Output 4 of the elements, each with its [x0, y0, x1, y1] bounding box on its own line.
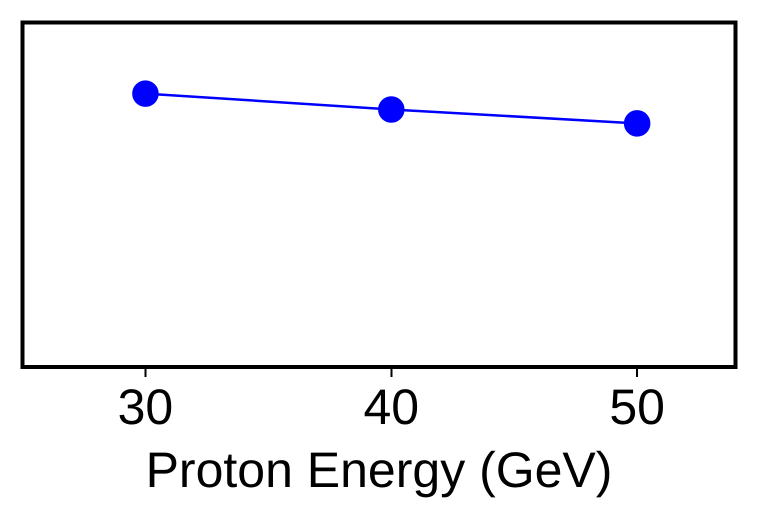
x-tick-label: 30 [118, 378, 174, 435]
x-axis-title: Proton Energy (GeV) [146, 442, 612, 498]
x-tick-label: 40 [363, 378, 420, 435]
x-tick-label: 50 [609, 378, 665, 435]
